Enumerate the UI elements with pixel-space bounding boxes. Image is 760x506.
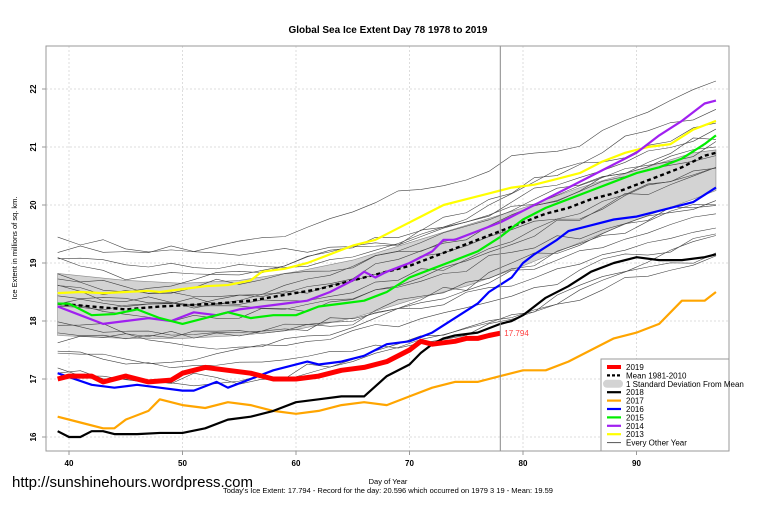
series-2019 (57, 330, 501, 385)
x-tick-label: 90 (632, 459, 641, 468)
legend-label: 2013 (626, 430, 644, 439)
series-2014 (57, 99, 717, 325)
y-axis: 16 17 18 19 20 21 22 (29, 84, 46, 441)
thin-year-line (57, 205, 716, 336)
x-tick-label: 60 (292, 459, 301, 468)
thin-year-line (57, 200, 717, 311)
legend-label: 2016 (626, 405, 644, 414)
thin-year-line (57, 252, 717, 385)
thin-year-line (57, 155, 717, 307)
x-tick-label: 40 (65, 459, 74, 468)
y-axis-label: Ice Extent in millions of sq. km. (10, 197, 19, 300)
thin-year-line (57, 213, 716, 344)
current-value-label: 17.794 (504, 329, 529, 338)
y-tick-label: 19 (29, 258, 38, 267)
legend-swatch (603, 379, 623, 388)
thin-year-line (57, 109, 717, 281)
thin-year-line (57, 204, 716, 340)
thin-year-line (57, 235, 717, 369)
x-axis-label: Day of Year (369, 477, 408, 486)
thin-year-line (57, 122, 717, 270)
thin-year-line (57, 233, 717, 364)
std-dev-band-area (57, 149, 717, 339)
legend-label: 2015 (626, 413, 644, 422)
series-2013 (57, 119, 717, 295)
legend-box (600, 358, 730, 452)
watermark-url: http://sunshinehours.wordpress.com (12, 474, 253, 491)
x-tick-label: 80 (519, 459, 528, 468)
series-2016 (57, 186, 717, 392)
legend-label: 2017 (626, 397, 644, 406)
series-2018 (57, 253, 717, 439)
legend-label: Every Other Year (626, 439, 687, 448)
x-axis: 40 50 60 70 80 90 (65, 451, 641, 468)
y-tick-label: 16 (29, 432, 38, 441)
footer-stats: Today's Ice Extent: 17.794 - Record for … (223, 486, 553, 495)
x-tick-label: 50 (178, 459, 187, 468)
thin-year-line (57, 227, 717, 350)
legend-label: 1 Standard Deviation From Mean (626, 380, 744, 389)
chart-title: Global Sea Ice Extent Day 78 1978 to 201… (289, 25, 488, 36)
series-2017 (57, 291, 717, 430)
series-2015 (57, 134, 717, 325)
legend-label: Mean 1981-2010 (626, 371, 687, 380)
y-tick-label: 21 (29, 142, 38, 151)
plot-frame (45, 45, 730, 452)
thin-year-line (57, 80, 717, 253)
y-tick-label: 17 (29, 374, 38, 383)
legend-label: 2019 (626, 363, 644, 372)
y-tick-label: 22 (29, 84, 38, 93)
series-lines (57, 99, 717, 439)
thin-year-line (57, 167, 717, 309)
series-mean-1981-2010 (57, 151, 717, 311)
thin-year-line (57, 141, 717, 256)
y-tick-label: 20 (29, 200, 38, 209)
legend-label: 2018 (626, 388, 644, 397)
legend-label: 2014 (626, 422, 644, 431)
x-tick-label: 70 (405, 459, 414, 468)
std-dev-band (57, 149, 717, 339)
y-tick-label: 18 (29, 316, 38, 325)
